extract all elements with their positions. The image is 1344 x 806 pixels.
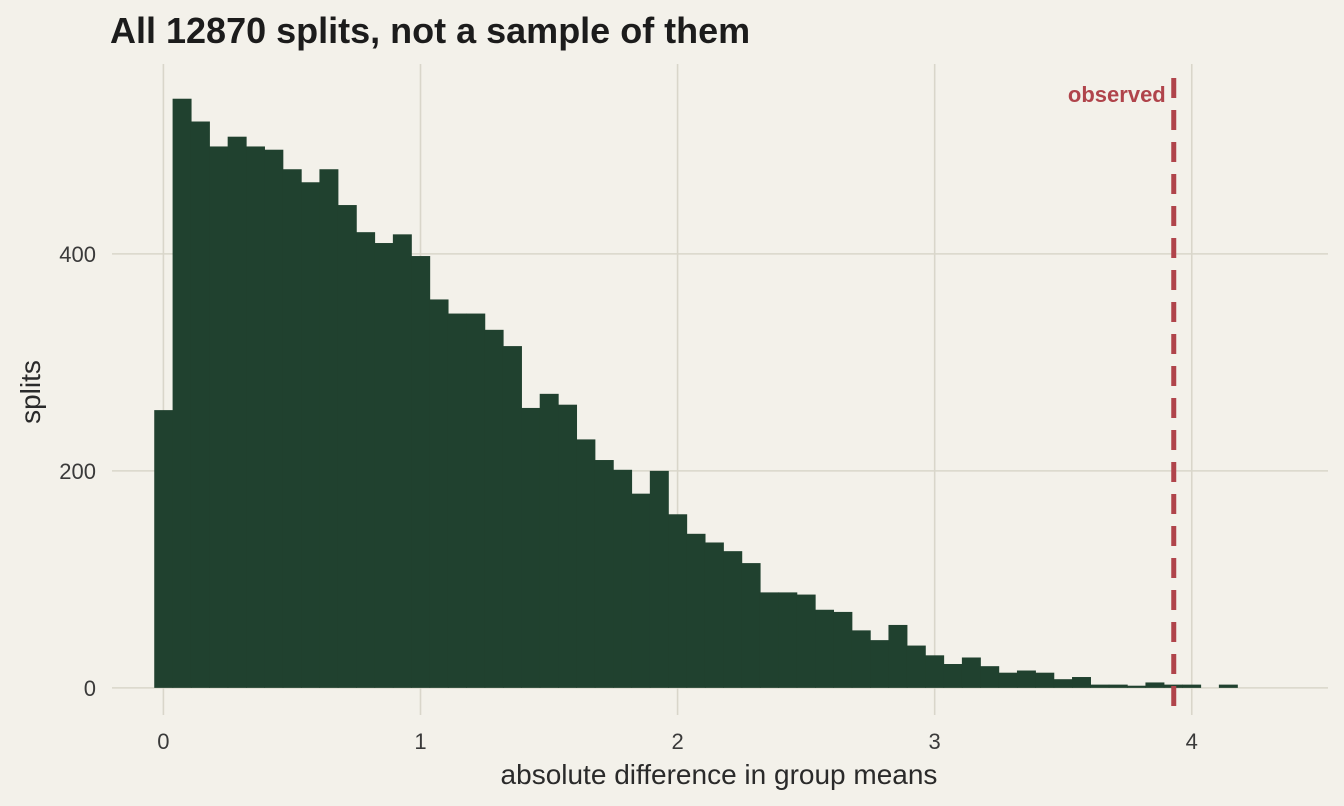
histogram-bar (319, 169, 339, 688)
histogram-bar (668, 514, 688, 688)
x-tick-labels: 0 1 2 3 4 (157, 729, 1198, 754)
histogram-bar (741, 563, 761, 688)
histogram-bar (925, 655, 945, 688)
histogram-bar (190, 121, 210, 688)
histogram-bar (1218, 684, 1238, 688)
y-tick-labels: 0 200 400 (59, 242, 96, 701)
histogram-bar (539, 393, 559, 688)
histogram-bar (815, 609, 834, 688)
histogram-bar (796, 594, 816, 688)
histogram-bar (374, 243, 394, 688)
histogram-bar (1108, 684, 1128, 688)
histogram-bar (227, 136, 247, 688)
histogram-bar (576, 439, 596, 688)
histogram-bar (980, 666, 1000, 688)
histogram-bar (961, 657, 981, 688)
histogram-bar (888, 624, 908, 688)
y-axis-title: splits (15, 360, 46, 424)
histogram-bar (154, 410, 174, 688)
x-axis-title: absolute difference in group means (501, 759, 938, 790)
histogram-bar (1145, 682, 1165, 688)
histogram-bar (1127, 685, 1147, 688)
x-tick-label: 1 (414, 729, 426, 754)
histogram-bar (704, 542, 724, 688)
histogram-bar (1072, 677, 1091, 688)
histogram-bar (1016, 670, 1036, 688)
x-tick-label: 3 (929, 729, 941, 754)
histogram-bar (759, 592, 779, 688)
histogram-bar (833, 611, 853, 688)
histogram-bar (484, 329, 504, 688)
histogram-bar (172, 98, 192, 688)
histogram-bar (282, 169, 302, 688)
histogram-bar (209, 146, 229, 688)
histogram-bar (392, 234, 412, 688)
x-tick-label: 2 (671, 729, 683, 754)
histogram-bar (466, 313, 486, 688)
histogram-bar (356, 232, 376, 688)
histogram-bar (337, 205, 357, 688)
histogram-bar (264, 149, 284, 688)
histogram-bar (301, 182, 321, 688)
observed-label: observed (1068, 82, 1166, 107)
x-tick-label: 4 (1186, 729, 1198, 754)
histogram-bar (778, 592, 798, 688)
histogram-bar (594, 460, 614, 688)
histogram-bar (1090, 684, 1110, 688)
histogram-bar (723, 551, 743, 688)
histogram-bar (613, 469, 633, 688)
histogram-bar (686, 533, 706, 688)
histogram-bar (906, 645, 926, 688)
histogram-bar (1035, 672, 1055, 688)
histogram-bar (447, 313, 467, 688)
histogram-bar (246, 146, 265, 688)
y-tick-label: 400 (59, 242, 96, 267)
histogram-bar (1182, 684, 1202, 688)
histogram-bar (998, 672, 1018, 688)
histogram-bar (502, 346, 522, 688)
histogram-bar (1053, 679, 1073, 688)
y-tick-label: 0 (84, 676, 96, 701)
histogram-bar (870, 640, 890, 688)
histogram-bar (851, 630, 871, 688)
histogram-bar (631, 493, 651, 688)
histogram-bar (429, 299, 449, 688)
x-tick-label: 0 (157, 729, 169, 754)
histogram-bar (558, 404, 578, 688)
histogram-bars (154, 98, 1238, 688)
histogram-bar (649, 470, 669, 688)
reference-line-group: observed (1068, 78, 1177, 715)
y-tick-label: 200 (59, 459, 96, 484)
histogram-bar (943, 664, 963, 688)
chart-title: All 12870 splits, not a sample of them (110, 10, 751, 51)
histogram-bar (411, 256, 431, 688)
histogram-bar (521, 407, 541, 688)
